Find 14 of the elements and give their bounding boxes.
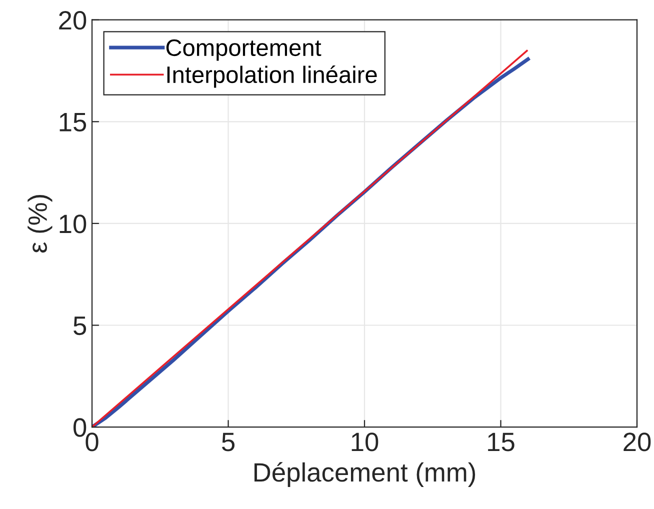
x-axis-title: Déplacement (mm) <box>254 462 476 487</box>
y-tick-label: 10 <box>60 214 86 234</box>
y-tick-label: 0 <box>74 418 86 437</box>
legend-label: Comportement <box>166 39 322 61</box>
x-tick-label: 5 <box>222 432 234 452</box>
x-tick-label: 15 <box>488 432 514 452</box>
y-tick-label: 5 <box>74 316 86 336</box>
legend-label: Interpolation linéaire <box>167 65 377 88</box>
y-axis-title: ε (%) <box>28 195 52 253</box>
y-tick-label: 20 <box>59 10 86 30</box>
x-tick-label: 0 <box>86 432 98 452</box>
x-tick-label: 10 <box>352 432 378 452</box>
x-tick-label: 20 <box>624 432 651 452</box>
y-tick-label: 15 <box>60 113 86 132</box>
